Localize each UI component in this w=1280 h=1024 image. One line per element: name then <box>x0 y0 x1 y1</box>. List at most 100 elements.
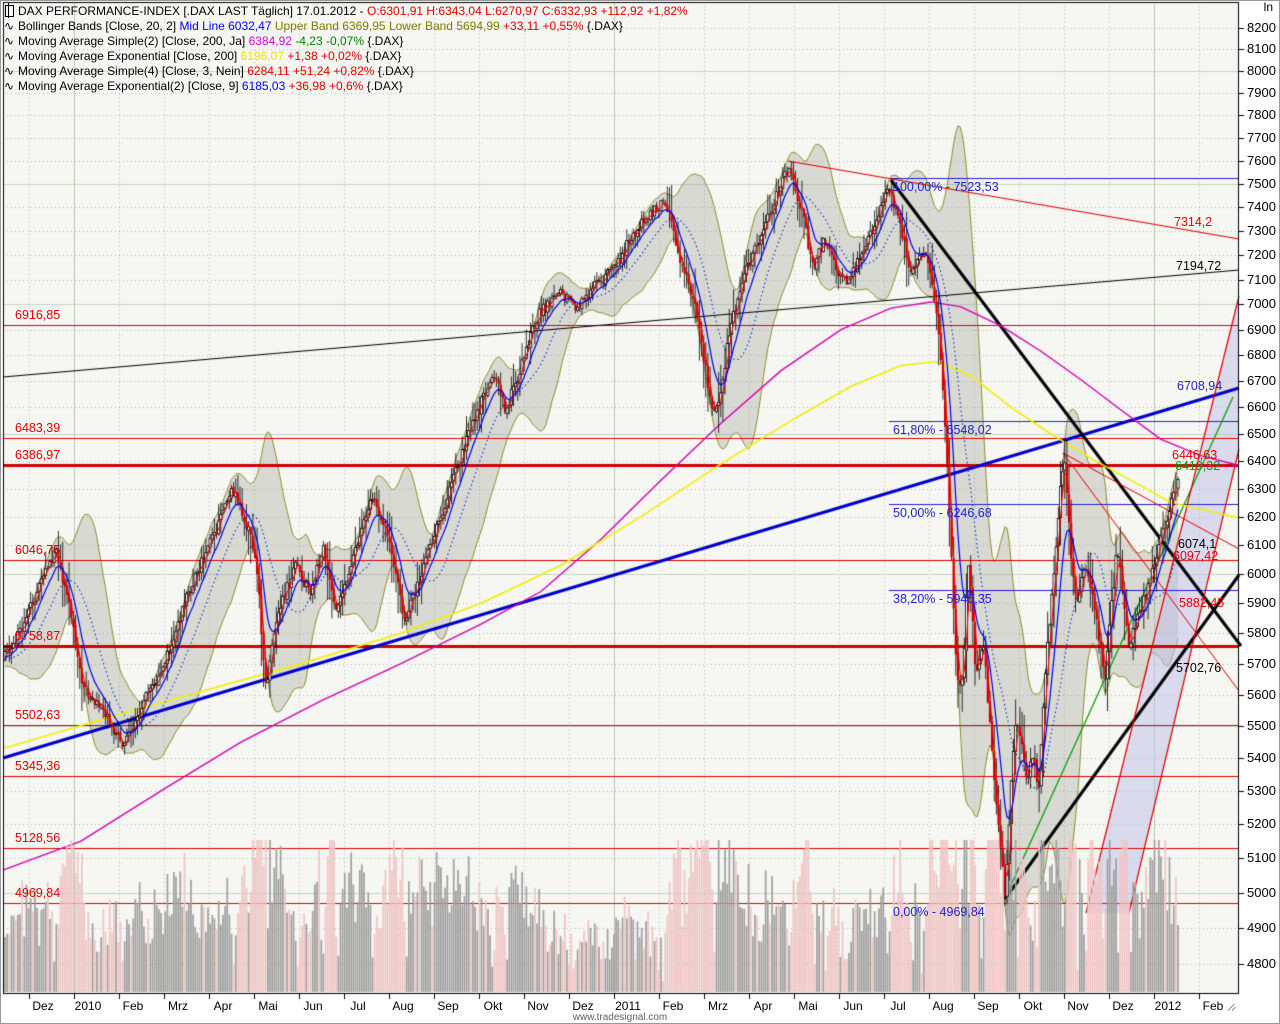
y-axis-tick-label: 5800 <box>1247 625 1276 641</box>
legend-line-3: ∿ Moving Average Exponential [Close, 200]… <box>4 48 688 63</box>
x-axis-tick-label: Jun <box>843 999 863 1013</box>
support-level-label: 5345,36 <box>15 758 61 773</box>
tradesignal-credit: www.tradesignal.com <box>572 1012 668 1023</box>
wave-icon: ∿ <box>4 18 15 33</box>
y-axis-tick-label: 5000 <box>1247 884 1276 900</box>
x-axis-tick-label: Dez <box>572 999 594 1013</box>
legend-line-2: ∿ Moving Average Simple(2) [Close, 200, J… <box>4 33 688 48</box>
x-axis-tick-label: Sep <box>437 999 459 1013</box>
x-axis-tick-label: Apr <box>753 999 773 1013</box>
legend-text: {.DAX} <box>366 78 403 93</box>
x-axis-tick-label: Nov <box>1067 999 1089 1013</box>
x-axis-tick-label: Dez <box>32 999 54 1013</box>
x-axis-tick-label: Mai <box>258 999 278 1013</box>
x-axis-tick-label: Apr <box>213 999 233 1013</box>
x-axis-tick-label: Mrz <box>168 999 188 1013</box>
support-level-label: 5758,87 <box>15 628 61 643</box>
y-axis-tick-label: 7500 <box>1247 175 1276 191</box>
y-axis-tick-label: 8100 <box>1247 41 1276 57</box>
x-axis-tick-label: 2012 <box>1154 999 1182 1013</box>
legend-text: {.DAX} <box>586 18 623 33</box>
fib-level-label: 61,80% - 6548,02 <box>893 423 992 438</box>
wave-icon: ∿ <box>4 48 15 63</box>
y-axis-tick-label: 6600 <box>1247 399 1276 415</box>
y-axis-tick-label: 5100 <box>1247 850 1276 866</box>
legend-text: Moving Average Exponential(2) [Close, 9] <box>18 78 242 93</box>
y-axis-tick-label: 6400 <box>1247 453 1276 469</box>
legend-text: +51,24 +0,82% <box>293 63 378 78</box>
y-axis-tick-label: 7300 <box>1247 223 1276 239</box>
x-axis-tick-label: Aug <box>932 999 954 1013</box>
resize-grip-icon[interactable] <box>1227 1001 1238 1012</box>
x-axis-tick-label: Dez <box>1112 999 1134 1013</box>
y-axis-tick-label: 8200 <box>1247 19 1276 35</box>
x-axis-tick-label: Aug <box>392 999 414 1013</box>
y-axis-tick-label: 6700 <box>1247 373 1276 388</box>
trendline-endpoint-label: 6097,42 <box>1173 549 1219 563</box>
y-axis-tick-label: 5600 <box>1247 686 1276 702</box>
y-axis-tick-label: 7100 <box>1247 271 1276 287</box>
trendline-endpoint-label: 6446,63 <box>1172 448 1218 462</box>
legend-text: Upper Band 6369,95 <box>274 18 389 33</box>
x-axis-tick-label: Jul <box>350 999 366 1013</box>
legend-text: Mid Line 6032,47 <box>179 18 275 33</box>
x-axis-tick-label: Nov <box>527 999 549 1013</box>
log-scale-indicator: ln <box>1263 0 1273 14</box>
y-axis-tick-label: 4800 <box>1247 956 1276 972</box>
legend-text: 6284,11 <box>247 63 294 78</box>
chart-window-icon <box>5 2 14 18</box>
trendline-endpoint-label: 6419,32 <box>1175 459 1221 473</box>
y-axis-tick-label: 8000 <box>1247 62 1276 78</box>
x-axis-tick-label: 2010 <box>74 999 102 1013</box>
y-axis-tick-label: 6100 <box>1247 537 1276 553</box>
legend-line-4: ∿ Moving Average Simple(4) [Close, 3, Nei… <box>4 63 688 78</box>
legend-line-5: ∿ Moving Average Exponential(2) [Close, 9… <box>4 78 688 93</box>
support-level-label: 5128,56 <box>15 831 61 846</box>
y-axis-tick-label: 7400 <box>1247 199 1276 215</box>
y-axis-tick-label: 5200 <box>1247 816 1276 832</box>
legend-text: +36,98 +0,6% <box>288 78 367 93</box>
y-axis-tick-label: 5700 <box>1247 655 1276 671</box>
legend-text: DAX PERFORMANCE-INDEX [.DAX LAST Täglich… <box>18 3 368 18</box>
x-axis-tick-label: Feb <box>662 999 684 1013</box>
wave-icon: ∿ <box>4 63 15 78</box>
x-axis-tick-label: Feb <box>1202 999 1224 1013</box>
legend-text: {.DAX} <box>367 33 404 48</box>
legend-line-0: DAX PERFORMANCE-INDEX [.DAX LAST Täglich… <box>4 2 688 18</box>
y-axis-tick-label: 5900 <box>1247 595 1276 611</box>
trendline-endpoint-label: 6708,94 <box>1177 379 1223 393</box>
y-axis-tick-label: 6500 <box>1247 426 1276 441</box>
legend-text: 6196,07 <box>240 48 288 63</box>
y-axis-tick-label: 5500 <box>1247 718 1276 734</box>
legend-text: +33,11 +0,55% <box>503 18 587 33</box>
legend-text: Lower Band 5694,99 <box>388 18 504 33</box>
y-axis-tick-label: 6200 <box>1247 508 1276 524</box>
legend-text: Moving Average Simple(2) [Close, 200, Ja… <box>18 33 249 48</box>
legend-text: {.DAX} <box>377 63 414 78</box>
support-level-label: 6386,97 <box>15 447 61 462</box>
y-axis-tick-label: 6000 <box>1247 565 1276 581</box>
fib-level-label: 0,00% - 4969,84 <box>893 905 985 920</box>
legend-line-1: ∿ Bollinger Bands [Close, 20, 2] Mid Line… <box>4 18 688 33</box>
legend-text: -4,23 -0,07% <box>295 33 368 48</box>
y-axis-tick-label: 4900 <box>1247 920 1276 936</box>
y-axis-tick-label: 6800 <box>1247 347 1276 363</box>
legend-text: +1,38 +0,02% <box>287 48 366 63</box>
y-axis-tick-label: 6900 <box>1247 321 1276 337</box>
legend-text: 6185,03 <box>241 78 289 93</box>
trendline-endpoint-label: 7314,2 <box>1174 215 1213 229</box>
legend-text: Moving Average Exponential [Close, 200] <box>18 48 241 63</box>
x-axis-tick-label: Jul <box>890 999 906 1013</box>
support-level-label: 6046,75 <box>15 543 61 558</box>
legend-text: {.DAX} <box>365 48 402 63</box>
legend-text: 6384,92 <box>248 33 296 48</box>
trendline-endpoint-label: 5882,45 <box>1179 596 1225 610</box>
trendline-endpoint-label: 7194,72 <box>1176 259 1222 273</box>
x-axis-tick-label: Jun <box>303 999 323 1013</box>
support-level-label: 6916,85 <box>15 308 61 323</box>
trendline-endpoint-label: 6074,1 <box>1178 537 1217 551</box>
x-axis-tick-label: Mai <box>798 999 818 1013</box>
wave-icon: ∿ <box>4 33 15 48</box>
